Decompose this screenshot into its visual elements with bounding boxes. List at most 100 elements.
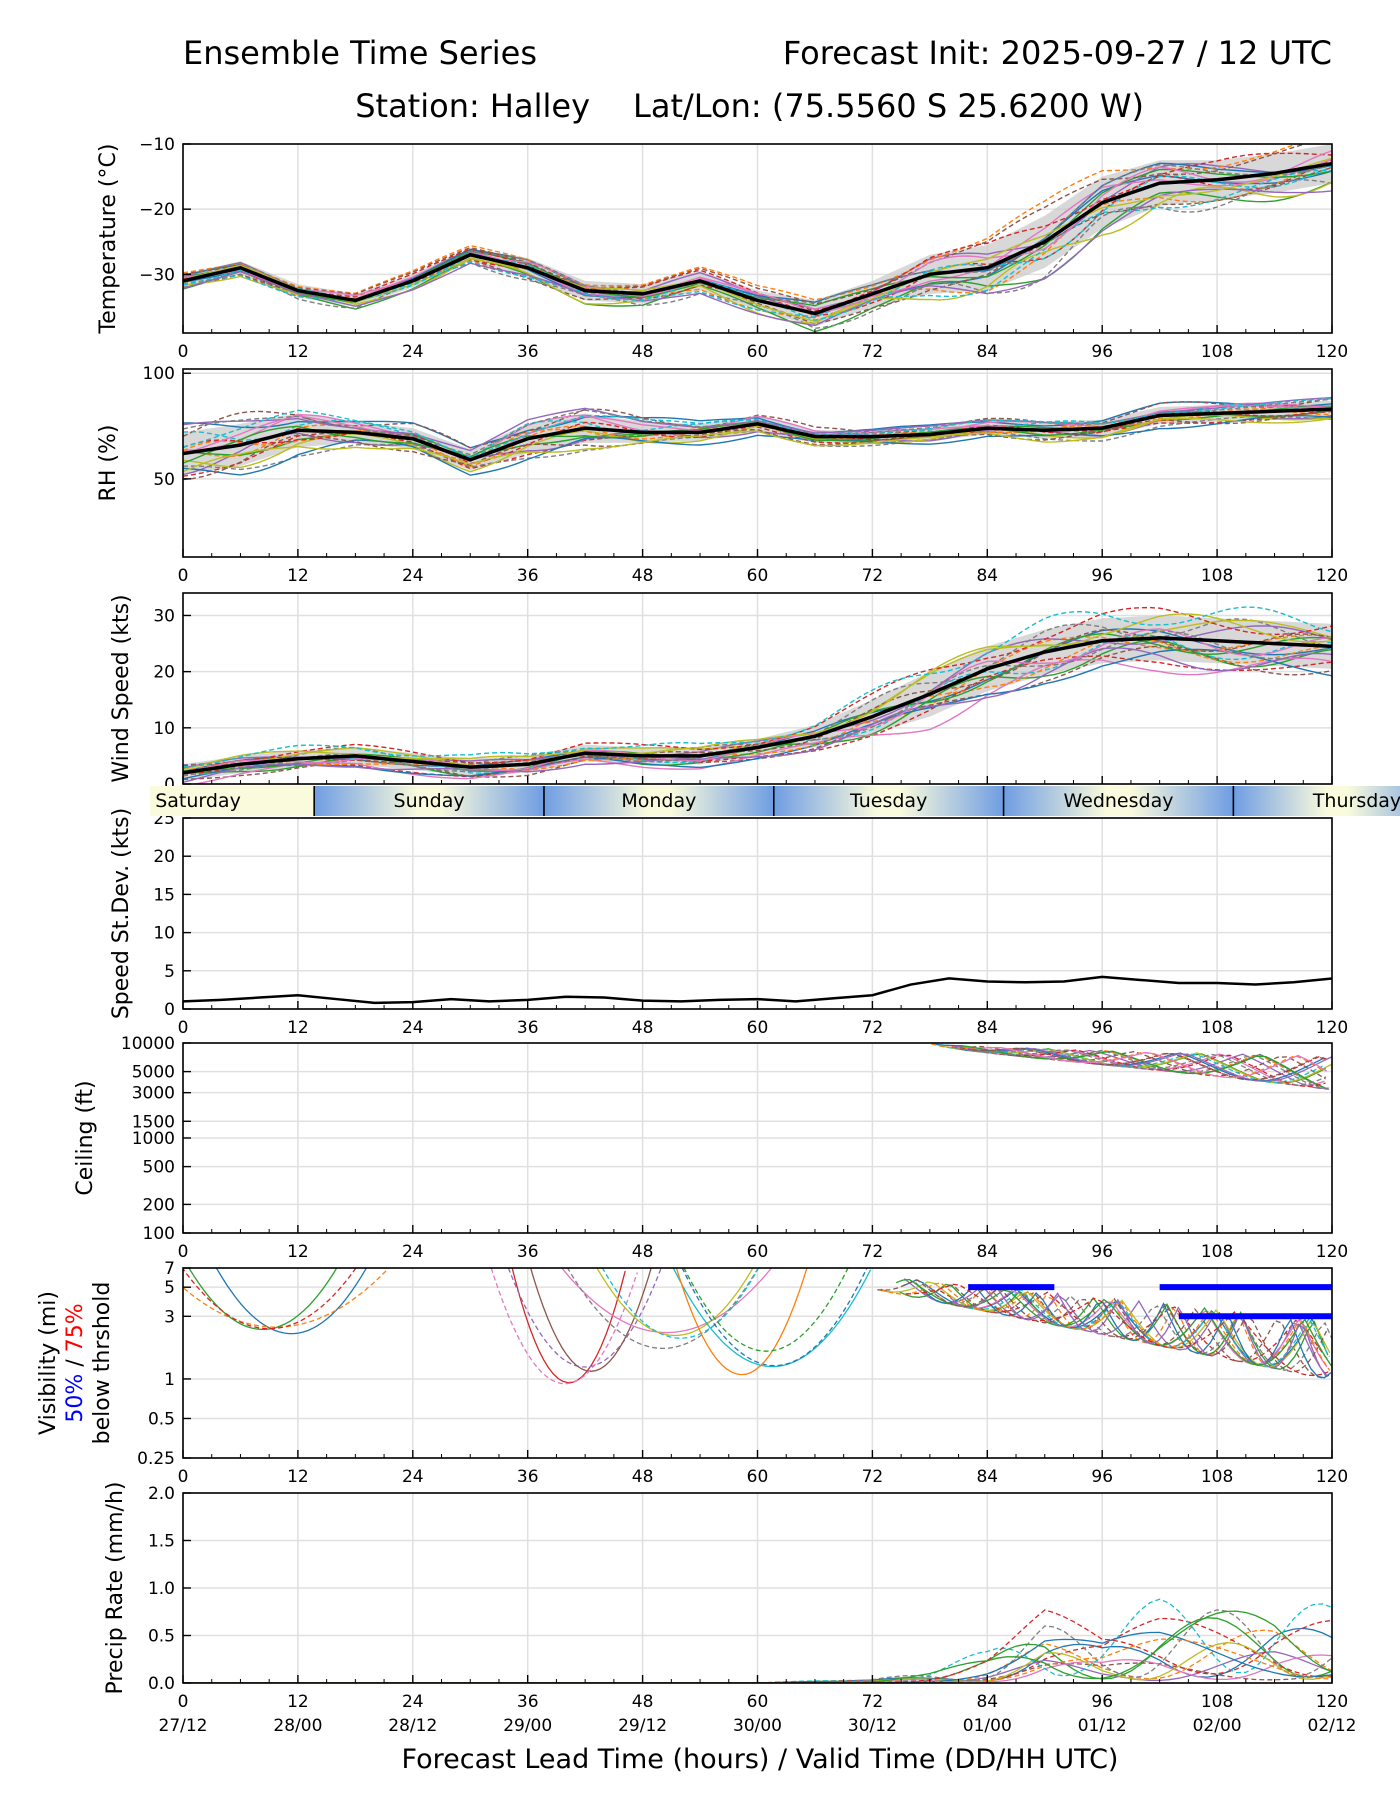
- visibility-member-line: [895, 1278, 1332, 1367]
- ensemble-spread-band: [183, 615, 1332, 782]
- y-tick-label: 15: [153, 885, 175, 905]
- day-segment: [1003, 786, 1234, 816]
- ceiling-member-line: [952, 1046, 1327, 1086]
- y-tick-label: 2.0: [148, 1484, 175, 1504]
- x-tick-label: 72: [862, 566, 884, 586]
- y-tick-label: 1000: [132, 1129, 175, 1149]
- ensemble-member-line: [183, 169, 1332, 318]
- y-axis-label: Visibility (mi): [36, 1291, 61, 1435]
- ensemble-member-line: [183, 401, 1332, 449]
- y-tick-label: 0: [164, 775, 175, 795]
- visibility-member-line: [898, 1283, 1329, 1370]
- ensemble-member-line: [183, 188, 1332, 327]
- x-tick-label: 48: [632, 1692, 654, 1712]
- x-tick-label: 96: [1091, 1692, 1113, 1712]
- x-tick-label: 24: [402, 1692, 424, 1712]
- visibility-member-line: [926, 1284, 1330, 1379]
- ensemble-member-line: [183, 417, 1332, 473]
- x-tick-label: 72: [862, 1467, 884, 1487]
- panel-wind-speed: 012243648607284961081200102030Wind Speed…: [109, 592, 1333, 795]
- ensemble-member-line: [183, 181, 1332, 333]
- y-tick-label: 3: [164, 1307, 175, 1327]
- x-tick-label: 120: [1316, 1692, 1348, 1712]
- x-tick-label: 48: [632, 1242, 654, 1262]
- day-strip: Saturday Sunday Monday Tuesday Wednesday Thur…: [150, 786, 1400, 816]
- ceiling-member-line: [952, 1046, 1326, 1088]
- ensemble-member-line: [183, 158, 1332, 310]
- x-tick-label: 84: [976, 342, 998, 362]
- y-axis-label: Wind Speed (kts): [109, 594, 134, 782]
- y-tick-label: −10: [139, 135, 175, 155]
- valid-time-label: 29/12: [618, 1716, 667, 1736]
- visibility-member-line: [188, 1268, 338, 1331]
- y-tick-label: 10: [153, 719, 175, 739]
- y-tick-label: 100: [143, 1224, 175, 1244]
- precip-member-line: [183, 1629, 1332, 1683]
- y-tick-label: 200: [143, 1195, 175, 1215]
- x-tick-label: 72: [862, 1018, 884, 1038]
- valid-time-label: 29/00: [503, 1716, 552, 1736]
- figure-title: Ensemble Time Series: [183, 34, 537, 72]
- x-tick-label: 36: [517, 1242, 539, 1262]
- precip-member-line: [183, 1627, 1332, 1683]
- visibility-member-line: [566, 1268, 760, 1350]
- x-tick-label: 84: [976, 1692, 998, 1712]
- x-tick-label: 24: [402, 1467, 424, 1487]
- x-tick-label: 12: [287, 342, 309, 362]
- y-tick-label: 10: [153, 924, 175, 944]
- precip-member-line: [183, 1642, 1332, 1683]
- y-tick-label: 100: [143, 364, 175, 384]
- x-tick-label: 108: [1201, 1467, 1233, 1487]
- y-tick-label: −30: [139, 265, 175, 285]
- x-tick-label: 12: [287, 566, 309, 586]
- x-tick-label: 48: [632, 342, 654, 362]
- y-axis-label: RH (%): [96, 425, 121, 502]
- visibility-member-line: [601, 1268, 760, 1339]
- panel-plot-area: [183, 1268, 1332, 1385]
- x-tick-label: 48: [632, 566, 654, 586]
- x-tick-label: 36: [517, 1692, 539, 1712]
- ensemble-member-line: [183, 606, 1332, 768]
- x-tick-label: 36: [517, 1018, 539, 1038]
- y-tick-label: 1.0: [148, 1579, 175, 1599]
- x-tick-label: 60: [747, 566, 769, 586]
- day-label-tuesday: Tuesday: [849, 790, 927, 812]
- x-tick-label: 12: [287, 1692, 309, 1712]
- visibility-member-line: [681, 1268, 868, 1367]
- visibility-member-line: [906, 1283, 1329, 1377]
- x-tick-label: 60: [747, 342, 769, 362]
- ceiling-member-line: [972, 1047, 1327, 1081]
- station-latlon: Lat/Lon: (75.5560 S 25.6200 W): [633, 87, 1144, 125]
- x-tick-label: 24: [402, 342, 424, 362]
- y-tick-label: 30: [153, 606, 175, 626]
- x-tick-label: 48: [632, 1018, 654, 1038]
- ensemble-member-line: [183, 165, 1332, 321]
- day-segment: [1233, 786, 1400, 816]
- y-tick-label: 5: [164, 962, 175, 982]
- precip-member-line: [183, 1638, 1332, 1683]
- valid-time-label: 02/00: [1193, 1716, 1242, 1736]
- day-label-saturday: Saturday: [155, 790, 241, 812]
- visibility-member-line: [215, 1268, 368, 1335]
- x-tick-label: 12: [287, 1018, 309, 1038]
- visibility-member-line: [931, 1284, 1328, 1378]
- y-tick-label: 0.5: [148, 1627, 175, 1647]
- y-tick-label: 5: [164, 1278, 175, 1298]
- visibility-member-line: [675, 1268, 808, 1376]
- valid-time-label: 28/00: [273, 1716, 322, 1736]
- ceiling-member-line: [967, 1048, 1332, 1083]
- ensemble-member-line: [183, 410, 1332, 481]
- x-tick-label: 108: [1201, 1018, 1233, 1038]
- y-axis-label: Temperature (°C): [96, 144, 121, 335]
- panel-precipitation-rate: 0 27/12 12 28/00 24 28/12 36 29/00 48 29/12 60 30/0…: [103, 1482, 1357, 1736]
- x-tick-label: 84: [976, 1242, 998, 1262]
- panels-group: 0 12 24 36 48 60 72 84 96 108 120−10−20−30Temperat…: [36, 135, 1357, 1736]
- ensemble-member-line: [183, 632, 1332, 772]
- x-tick-label: 0: [178, 1467, 189, 1487]
- ensemble-member-line: [183, 397, 1332, 449]
- x-tick-label: 108: [1201, 1692, 1233, 1712]
- day-segment: [150, 786, 315, 816]
- x-tick-label: 0: [178, 1242, 189, 1262]
- x-tick-label: 84: [976, 1018, 998, 1038]
